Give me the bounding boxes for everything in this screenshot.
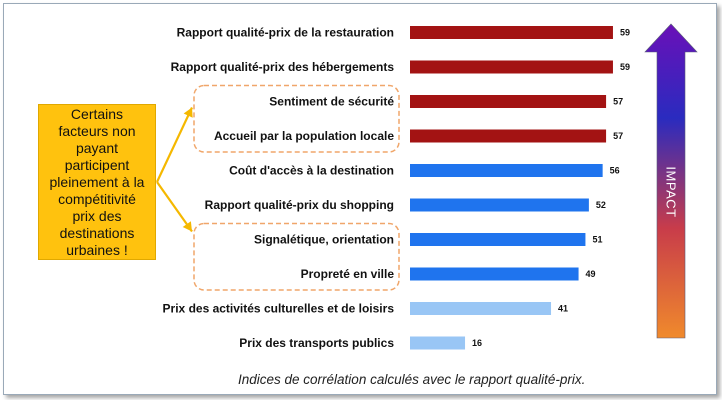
callout-arrow-1: [156, 107, 193, 183]
value-label-10: 16: [472, 338, 482, 348]
value-label-5: 56: [610, 166, 620, 176]
bar-2: [410, 60, 613, 74]
category-label-2: Rapport qualité-prix des hébergements: [171, 60, 395, 74]
callout-box: Certains facteurs non payant participent…: [38, 104, 156, 260]
impact-label: IMPACT: [663, 166, 679, 218]
category-label-7: Signalétique, orientation: [254, 233, 394, 247]
value-label-7: 51: [592, 235, 602, 245]
value-label-1: 59: [620, 28, 630, 38]
value-label-8: 49: [586, 269, 596, 279]
bar-3: [410, 95, 607, 108]
callout-arrowhead-1: [183, 107, 193, 118]
value-label-9: 41: [558, 304, 568, 314]
callout-arrowhead-2: [182, 221, 192, 232]
bar-4: [410, 129, 607, 143]
bar-9: [410, 302, 552, 315]
bar-10: [410, 336, 466, 350]
category-label-8: Propreté en ville: [301, 267, 395, 281]
category-label-3: Sentiment de sécurité: [269, 95, 394, 109]
callout-text: Certains facteurs non payant participent…: [49, 105, 145, 258]
highlight-group-1: [193, 84, 400, 153]
value-label-4: 57: [613, 131, 623, 141]
callout-arrow-2: [156, 181, 193, 233]
category-label-10: Prix des transports publics: [239, 336, 394, 350]
category-label-5: Coût d'accès à la destination: [229, 164, 394, 178]
chart-caption: Indices de corrélation calculés avec le …: [238, 372, 586, 387]
value-label-3: 57: [613, 97, 623, 107]
category-label-9: Prix des activités culturelles et de loi…: [163, 302, 395, 316]
bar-5: [410, 164, 603, 177]
value-label-6: 52: [596, 200, 606, 210]
category-label-1: Rapport qualité-prix de la restauration: [177, 26, 394, 40]
highlight-group-2: [193, 222, 400, 291]
bar-1: [410, 26, 613, 39]
category-label-4: Accueil par la population locale: [214, 129, 394, 143]
bar-6: [410, 198, 589, 212]
value-label-2: 59: [620, 62, 630, 72]
category-label-6: Rapport qualité-prix du shopping: [205, 198, 394, 212]
impact-arrow: [644, 23, 698, 339]
bar-7: [410, 233, 586, 246]
bar-8: [410, 267, 579, 281]
